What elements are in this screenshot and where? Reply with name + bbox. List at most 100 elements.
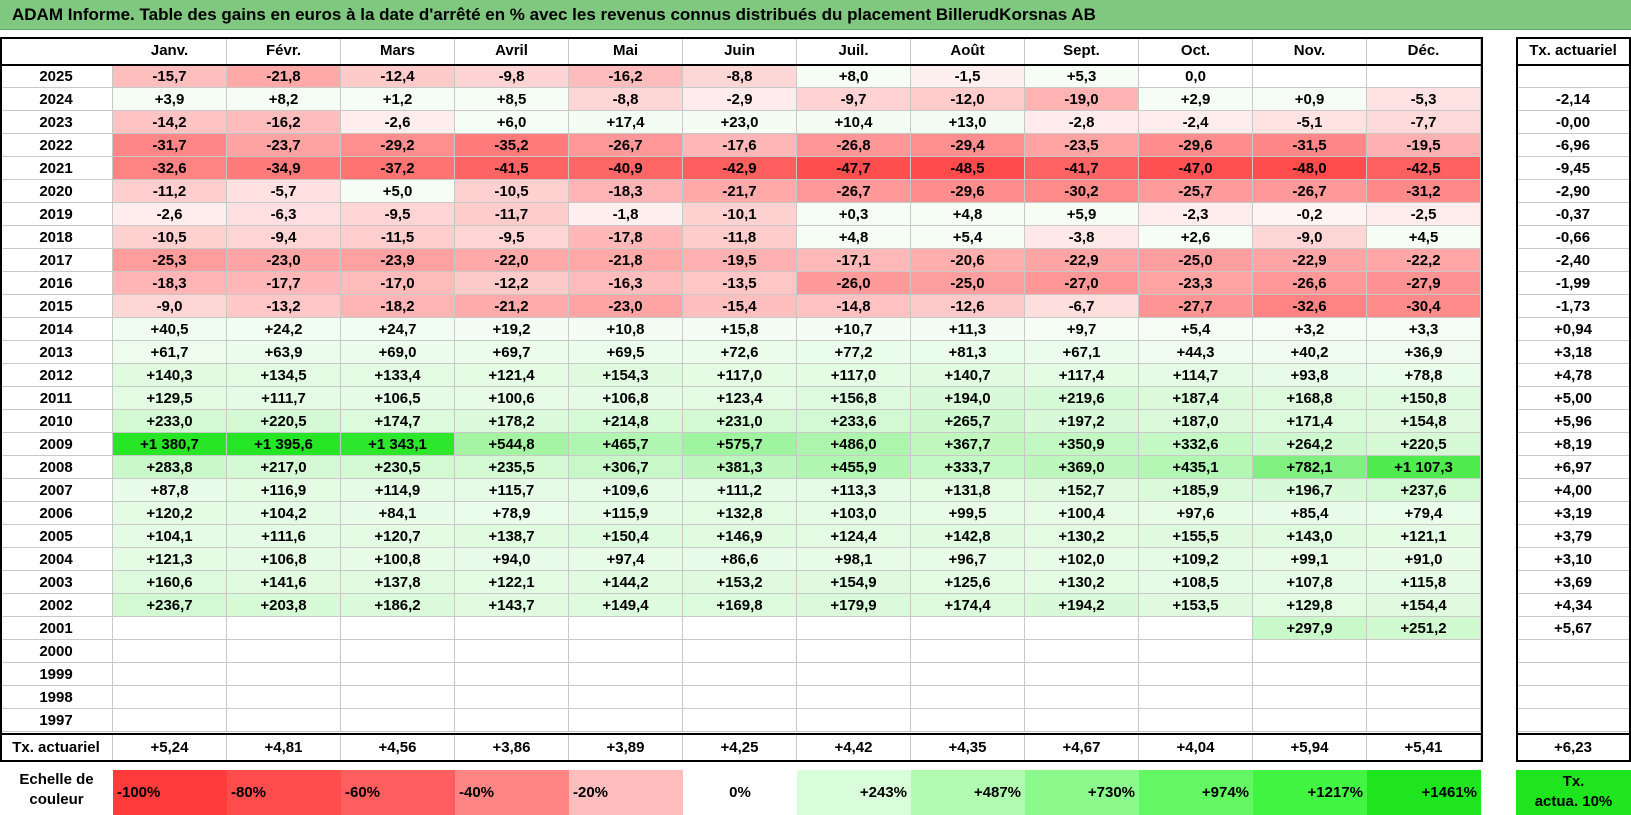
table-cell <box>455 640 569 663</box>
table-cell: -2,9 <box>683 88 797 111</box>
table-cell <box>455 663 569 686</box>
rate-cell: +3,69 <box>1516 571 1631 594</box>
table-cell <box>1253 709 1367 732</box>
month-header: Août <box>911 37 1025 65</box>
table-cell: +233,6 <box>797 410 911 433</box>
table-cell: -15,4 <box>683 295 797 318</box>
table-cell: -48,0 <box>1253 157 1367 180</box>
table-cell: +109,2 <box>1139 548 1253 571</box>
table-cell: +93,8 <box>1253 364 1367 387</box>
year-label: 1997 <box>0 709 113 732</box>
table-cell: -25,3 <box>113 249 227 272</box>
table-cell: -3,8 <box>1025 226 1139 249</box>
table-cell: +15,8 <box>683 318 797 341</box>
year-label: 2020 <box>0 180 113 203</box>
table-cell: +115,9 <box>569 502 683 525</box>
table-cell <box>1025 686 1139 709</box>
table-cell: +97,4 <box>569 548 683 571</box>
table-cell: +1 107,3 <box>1367 456 1481 479</box>
legend-title-line: Echelle de <box>19 771 94 788</box>
table-cell <box>455 686 569 709</box>
table-cell: -18,2 <box>341 295 455 318</box>
table-cell: -10,1 <box>683 203 797 226</box>
year-label: 2009 <box>0 433 113 456</box>
year-label: 2019 <box>0 203 113 226</box>
table-cell: +19,2 <box>455 318 569 341</box>
year-label: 1999 <box>0 663 113 686</box>
table-cell: -41,7 <box>1025 157 1139 180</box>
table-cell: +8,5 <box>455 88 569 111</box>
footer-rate-cell: +4,35 <box>911 734 1025 762</box>
table-cell <box>569 709 683 732</box>
year-label: 2021 <box>0 157 113 180</box>
table-cell: +40,2 <box>1253 341 1367 364</box>
table-cell: -9,5 <box>455 226 569 249</box>
table-cell: -19,0 <box>1025 88 1139 111</box>
table-cell: +115,8 <box>1367 571 1481 594</box>
table-cell: -29,4 <box>911 134 1025 157</box>
table-cell: -7,7 <box>1367 111 1481 134</box>
table-cell: -23,3 <box>1139 272 1253 295</box>
table-cell: -23,9 <box>341 249 455 272</box>
table-cell: +381,3 <box>683 456 797 479</box>
table-cell: +160,6 <box>113 571 227 594</box>
table-cell: +10,8 <box>569 318 683 341</box>
table-cell: +100,8 <box>341 548 455 571</box>
table-cell <box>1025 640 1139 663</box>
table-cell: +143,0 <box>1253 525 1367 548</box>
table-cell: +231,0 <box>683 410 797 433</box>
table-cell: +2,9 <box>1139 88 1253 111</box>
table-cell: -41,5 <box>455 157 569 180</box>
year-label: 1998 <box>0 686 113 709</box>
table-cell: -48,5 <box>911 157 1025 180</box>
table-cell: -22,9 <box>1253 249 1367 272</box>
rate-cell: +5,96 <box>1516 410 1631 433</box>
table-cell: +6,0 <box>455 111 569 134</box>
table-cell: +24,7 <box>341 318 455 341</box>
table-cell: +185,9 <box>1139 479 1253 502</box>
month-header: Nov. <box>1253 37 1367 65</box>
table-cell: -9,0 <box>113 295 227 318</box>
table-cell <box>227 617 341 640</box>
table-cell: -26,7 <box>569 134 683 157</box>
table-cell: -2,8 <box>1025 111 1139 134</box>
table-cell <box>683 686 797 709</box>
table-cell: -15,7 <box>113 65 227 88</box>
table-cell: +333,7 <box>911 456 1025 479</box>
table-cell: +144,2 <box>569 571 683 594</box>
table-cell <box>1253 663 1367 686</box>
table-cell: +251,2 <box>1367 617 1481 640</box>
table-cell: -32,6 <box>113 157 227 180</box>
table-cell: -10,5 <box>455 180 569 203</box>
table-cell: +150,8 <box>1367 387 1481 410</box>
table-cell: -19,5 <box>683 249 797 272</box>
rate-cell: -1,99 <box>1516 272 1631 295</box>
table-cell <box>1025 663 1139 686</box>
year-label: 2001 <box>0 617 113 640</box>
table-cell <box>1139 709 1253 732</box>
table-cell: -12,6 <box>911 295 1025 318</box>
table-cell: +121,4 <box>455 364 569 387</box>
table-cell <box>683 640 797 663</box>
table-cell: -26,7 <box>797 180 911 203</box>
table-cell: -17,6 <box>683 134 797 157</box>
rate-cell: -0,66 <box>1516 226 1631 249</box>
table-cell: +36,9 <box>1367 341 1481 364</box>
table-cell: +120,2 <box>113 502 227 525</box>
table-cell <box>1139 640 1253 663</box>
table-cell <box>911 709 1025 732</box>
table-cell: -0,2 <box>1253 203 1367 226</box>
table-cell: +94,0 <box>455 548 569 571</box>
table-cell: -16,3 <box>569 272 683 295</box>
table-cell: +78,9 <box>455 502 569 525</box>
footer-rate-cell: +4,25 <box>683 734 797 762</box>
table-cell: +86,6 <box>683 548 797 571</box>
table-cell: -29,6 <box>1139 134 1253 157</box>
rate-cell: -0,37 <box>1516 203 1631 226</box>
table-cell: +5,3 <box>1025 65 1139 88</box>
table-cell: -18,3 <box>113 272 227 295</box>
table-cell <box>455 709 569 732</box>
table-cell: -16,2 <box>227 111 341 134</box>
table-cell <box>227 686 341 709</box>
legend-color-step: +1461% <box>1367 770 1481 815</box>
